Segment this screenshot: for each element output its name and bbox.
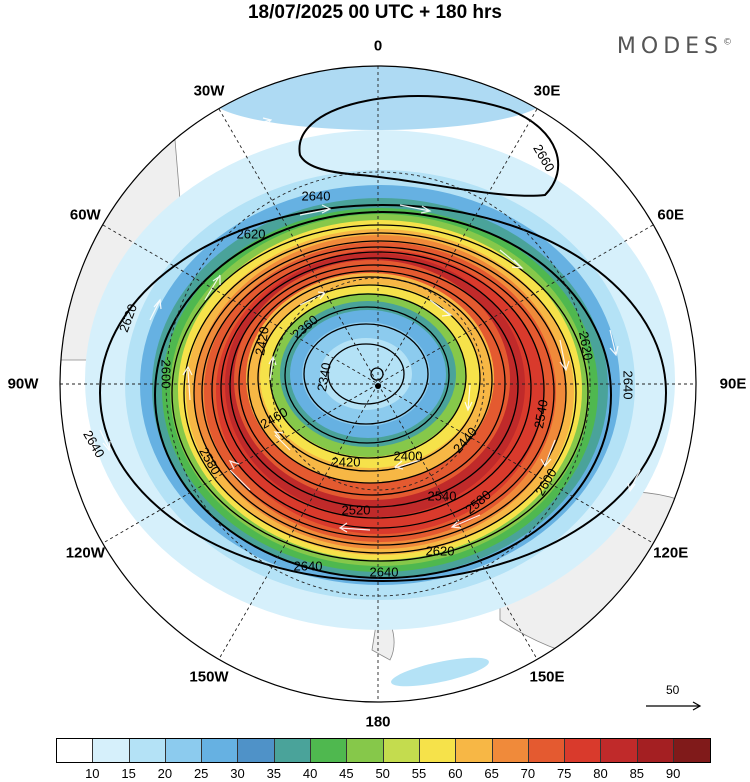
colorbar-tick-label: 70: [520, 766, 536, 781]
meridian-label: 60E: [657, 206, 685, 224]
colorbar-swatch: [492, 739, 529, 762]
colorbar-tick-label: 25: [193, 766, 209, 781]
colorbar-tick-label: 20: [157, 766, 173, 781]
meridian-label: 150E: [529, 668, 565, 686]
meridian-label: 120W: [65, 544, 105, 562]
reference-vector-arrow: [646, 701, 702, 711]
colorbar-swatch: [601, 739, 638, 762]
pole-marker: [375, 383, 381, 389]
colorbar-swatch: [274, 739, 312, 762]
colorbar-tick-label: 60: [448, 766, 463, 781]
colorbar-tick-label: 15: [121, 766, 136, 781]
contour-label: 2420: [331, 454, 361, 470]
contour-label: 2640: [369, 564, 399, 580]
meridian-label: 90W: [7, 375, 39, 393]
colorbar-tick-label: 40: [302, 766, 318, 781]
contour-label: 2640: [620, 370, 636, 400]
colorbar-swatch: [129, 739, 166, 762]
meridian-label: 90E: [719, 375, 747, 393]
colorbar-swatch: [165, 739, 203, 762]
colorbar-swatch: [311, 739, 348, 762]
map-border: [59, 65, 697, 703]
wind-speed-colorbar: [56, 738, 712, 763]
colorbar-tick-label: 35: [266, 766, 282, 781]
meridian-label: 30W: [193, 82, 225, 100]
wind-vectors: [99, 117, 641, 533]
colorbar-tick-label: 30: [230, 766, 245, 781]
colorbar-swatch: [565, 739, 602, 762]
colorbar-swatch: [202, 739, 239, 762]
colorbar-tick-label: 65: [484, 766, 499, 781]
colorbar-swatch: [456, 739, 493, 762]
colorbar-swatch: [637, 739, 675, 762]
map-title: 18/07/2025 00 UTC + 180 hrs: [247, 2, 503, 23]
colorbar-swatch: [347, 739, 384, 762]
meridian-label: 120E: [653, 544, 689, 562]
colorbar-tick-label: 55: [411, 766, 427, 781]
colorbar-swatch: [419, 739, 457, 762]
contour-label: 2400: [393, 448, 423, 464]
meridian-label: 30E: [533, 82, 561, 100]
colorbar-tick-label: 50: [375, 766, 390, 781]
meridian-label: 0: [373, 37, 383, 55]
contour-label: 2640: [301, 188, 331, 204]
contour-label: 2540: [427, 488, 457, 504]
colorbar-tick-label: 80: [593, 766, 608, 781]
colorbar-swatch: [383, 739, 420, 762]
colorbar-swatch: [238, 739, 275, 762]
reference-vector-label: 50: [666, 683, 680, 697]
colorbar-swatch: [93, 739, 130, 762]
colorbar-tick-label: 10: [85, 766, 100, 781]
colorbar-swatch: [57, 739, 94, 762]
colorbar-tick-label: 90: [665, 766, 681, 781]
colorbar-tick-label: 45: [339, 766, 354, 781]
colorbar-swatch: [674, 739, 711, 762]
meridian-label: 60W: [69, 206, 101, 224]
contour-label: 2600: [158, 359, 174, 389]
colorbar-tick-label: 75: [556, 766, 572, 781]
contour-label: 2620: [236, 226, 266, 242]
colorbar-ticks: 10 15 20 25 30 35 40 45 50 55 60 65 70 75 80 85 90: [0, 766, 750, 782]
contour-label: 2640: [293, 558, 323, 574]
colorbar-tick-label: 85: [629, 766, 645, 781]
meridian-label: 150W: [189, 668, 229, 686]
brand-logo: MODES©: [616, 34, 732, 59]
colorbar-swatch: [528, 739, 566, 762]
meridian-label: 180: [365, 713, 391, 731]
contour-label: 2520: [341, 502, 371, 518]
contour-label: 2620: [425, 543, 455, 559]
